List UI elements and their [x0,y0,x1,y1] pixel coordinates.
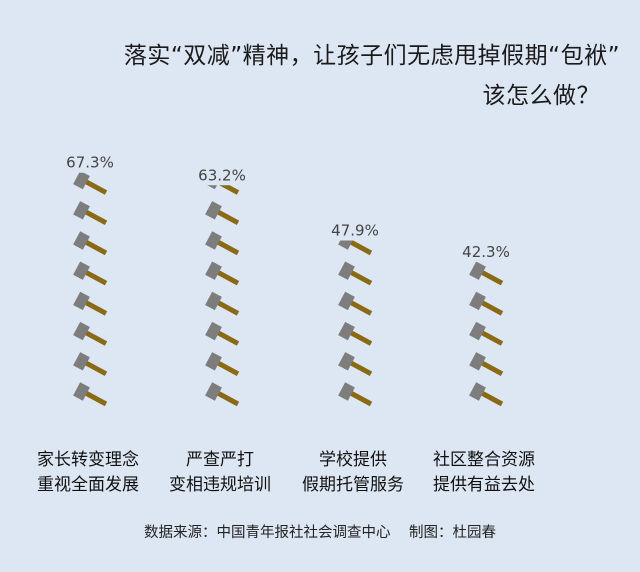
category-label: 严查严打 [186,450,254,470]
category-label: 社区整合资源 [433,450,535,470]
hammer-icon [205,352,240,376]
hammer-icon [73,172,108,195]
hammer-icon [205,231,240,256]
value-label: 47.9% [331,221,379,239]
hammer-icon [338,352,373,376]
chart-title-line-1: 落实“双减”精神，让孩子们无虑甩掉假期“包袱” [123,43,620,69]
hammer-icon [73,261,108,286]
source-credit: 数据来源：中国青年报社社会调查中心 制图：杜园春 [144,525,496,541]
chart-title-line-2: 该怎么做？ [482,83,600,109]
hammer-icon [205,201,240,225]
hammer-icon [73,231,108,256]
hammer-icon [469,321,504,346]
hammer-icon [469,291,504,316]
category-label: 提供有益去处 [433,475,535,495]
category-label: 家长转变理念 [37,449,139,470]
hammer-icon [338,240,373,256]
hammer-icon [205,382,240,407]
hammer-icon [73,382,108,407]
value-label: 42.3% [462,243,510,261]
hammer-icon [73,291,108,316]
category-label: 假期托管服务 [302,475,404,495]
value-label: 63.2% [198,166,246,184]
hammer-icon [469,352,504,376]
hammer-icon [338,261,373,286]
value-label: 67.3% [66,154,114,172]
hammer-icon [469,261,504,286]
hammer-icon [205,291,240,316]
hammer-icon [469,382,504,407]
hammer-icon [338,321,373,346]
category-label: 重视全面发展 [37,475,139,495]
hammer-icon [205,321,240,346]
hammer-icon [338,382,373,407]
hammer-icon [73,201,108,225]
hammer-icon [338,291,373,316]
hammer-icon [205,185,240,195]
category-label: 学校提供 [319,450,387,470]
category-label: 变相违规培训 [169,475,271,495]
hammer-icon [73,352,108,376]
hammer-icon [205,261,240,286]
hammer-icon [73,321,108,346]
